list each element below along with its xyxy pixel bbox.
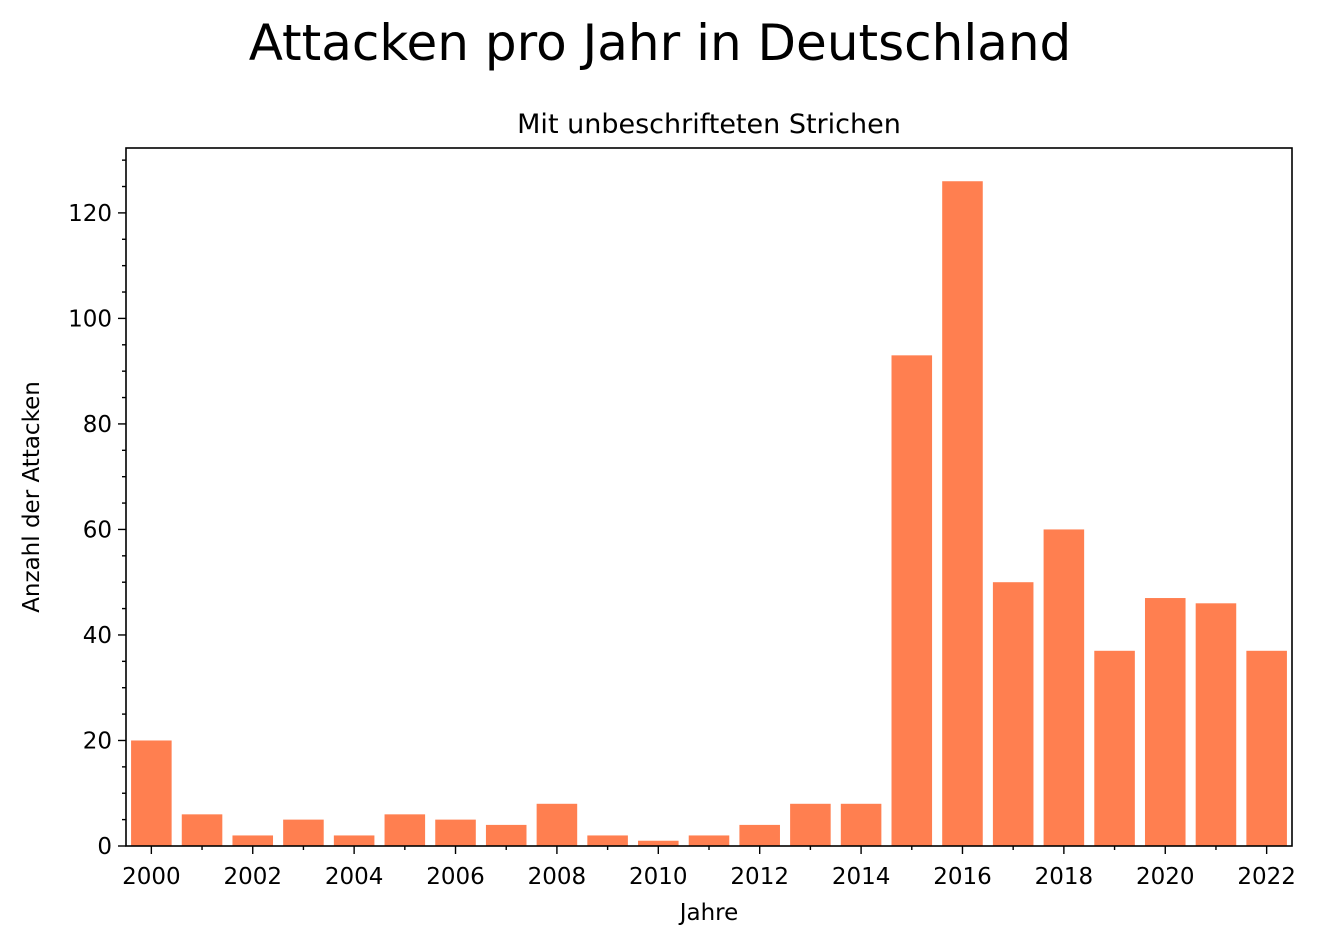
x-tick-label: 2006 xyxy=(426,864,485,890)
x-tick-label: 2008 xyxy=(528,864,587,890)
bar-2000 xyxy=(131,740,172,846)
bar-2003 xyxy=(283,819,324,846)
x-axis: 2000 2002 2004 2006 2008 2010 2012 2014 2016 2018… xyxy=(122,846,1296,890)
y-tick-label: 0 xyxy=(97,834,112,860)
x-tick-label: 2004 xyxy=(325,864,384,890)
bar-2020 xyxy=(1144,598,1186,846)
y-tick-label: 100 xyxy=(68,306,112,332)
bar-2009 xyxy=(587,835,628,846)
bar-2001 xyxy=(181,814,223,846)
x-tick-label: 2016 xyxy=(933,864,992,890)
bar-group xyxy=(131,181,1287,846)
chart-suptitle: Attacken pro Jahr in Deutschland xyxy=(249,14,1072,72)
y-tick-label: 40 xyxy=(83,623,112,649)
bar-2015 xyxy=(891,355,933,846)
bar-2017 xyxy=(992,582,1034,846)
y-tick-label: 20 xyxy=(83,728,112,754)
x-tick-label: 2010 xyxy=(629,864,688,890)
y-tick-label: 80 xyxy=(83,412,112,438)
x-tick-label: 2002 xyxy=(223,864,282,890)
bar-2005 xyxy=(384,814,426,846)
bar-2019 xyxy=(1094,650,1135,846)
x-tick-label: 2022 xyxy=(1237,864,1296,890)
bar-2007 xyxy=(485,824,527,846)
chart-title: Mit unbeschrifteten Strichen xyxy=(517,109,901,140)
x-tick-label: 2020 xyxy=(1136,864,1195,890)
bar-2021 xyxy=(1195,603,1237,846)
bar-2011 xyxy=(688,835,730,846)
bar-2022 xyxy=(1246,650,1287,846)
plot-frame xyxy=(125,147,1293,847)
bar-2006 xyxy=(435,819,476,846)
x-tick-label: 2012 xyxy=(730,864,789,890)
bar-2012 xyxy=(739,824,780,846)
bar-2008 xyxy=(536,803,578,846)
bar-2004 xyxy=(333,835,375,846)
y-tick-label: 60 xyxy=(83,517,112,543)
bar-2010 xyxy=(638,840,679,846)
y-axis-label: Anzahl der Attacken xyxy=(19,381,45,613)
x-axis-label: Jahre xyxy=(678,900,739,926)
bar-2014 xyxy=(840,803,882,846)
x-tick-label: 2014 xyxy=(832,864,891,890)
x-tick-label: 2018 xyxy=(1035,864,1094,890)
bar-2013 xyxy=(790,803,831,846)
x-tick-label: 2000 xyxy=(122,864,181,890)
y-axis: 0 20 40 60 80 100 120 xyxy=(68,159,126,860)
y-tick-label: 120 xyxy=(68,201,112,227)
bar-2002 xyxy=(232,835,274,846)
bar-2018 xyxy=(1043,529,1085,846)
bar-2016 xyxy=(942,181,983,846)
